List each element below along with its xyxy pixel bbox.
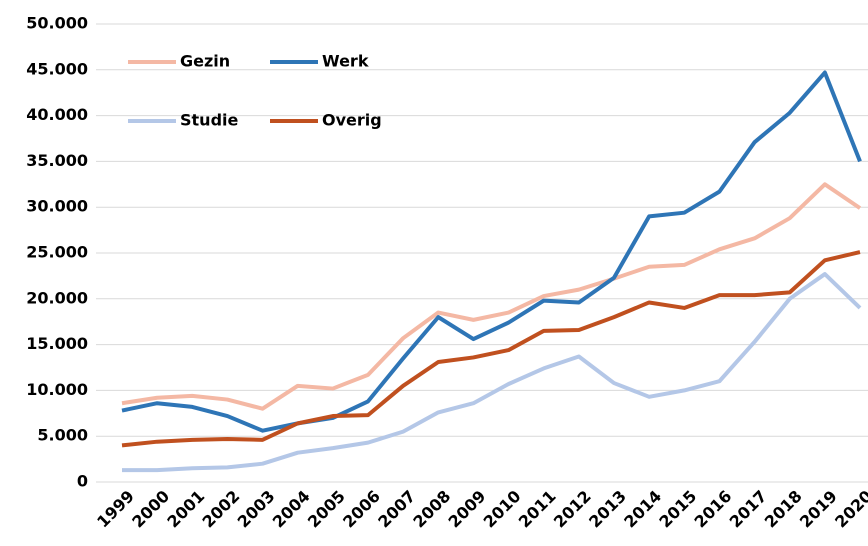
x-tick-label: 2008 (409, 487, 454, 532)
x-tick-label: 2007 (374, 487, 419, 532)
y-tick-label: 35.000 (26, 151, 88, 170)
y-tick-label: 30.000 (26, 197, 88, 216)
legend-label: Studie (180, 111, 239, 130)
y-tick-label: 0 (77, 472, 88, 491)
line-series (121, 182, 862, 411)
y-tick-label: 40.000 (26, 105, 88, 124)
y-tick-label: 10.000 (26, 380, 88, 399)
x-tick-label: 2006 (339, 487, 384, 532)
x-tick-label: 2000 (128, 487, 173, 532)
line-series (122, 272, 862, 473)
x-tick-label: 2016 (691, 487, 736, 532)
x-tick-label: 2002 (199, 487, 244, 532)
x-tick-label: 2020 (831, 487, 868, 532)
x-tick-label: 2003 (234, 487, 279, 532)
x-tick-label: 2019 (796, 487, 841, 532)
legend-label: Overig (322, 111, 382, 130)
x-tick-label: 2001 (163, 487, 208, 532)
x-tick-label: 2014 (620, 487, 665, 532)
y-tick-label: 15.000 (26, 334, 88, 353)
x-tick-label: 2015 (655, 487, 700, 532)
x-tick-label: 2010 (480, 487, 525, 532)
y-tick-label: 20.000 (26, 288, 88, 307)
x-tick-label: 2004 (269, 487, 314, 532)
x-tick-label: 2005 (304, 487, 349, 532)
y-tick-label: 45.000 (26, 59, 88, 78)
x-tick-label: 2012 (550, 487, 595, 532)
x-tick-label: 2013 (585, 487, 630, 532)
line-series (121, 250, 861, 448)
x-tick-label: 2011 (515, 487, 560, 532)
x-tick-label: 2017 (726, 487, 771, 532)
y-tick-label: 50.000 (26, 14, 88, 33)
y-tick-label: 25.000 (26, 243, 88, 262)
legend-label: Gezin (180, 52, 230, 71)
x-tick-label: 2018 (761, 487, 806, 532)
y-tick-label: 5.000 (37, 426, 88, 445)
x-tick-label: 1999 (93, 487, 138, 532)
x-tick-label: 2009 (445, 487, 490, 532)
line-series (121, 70, 862, 433)
legend-label: Werk (322, 52, 369, 71)
